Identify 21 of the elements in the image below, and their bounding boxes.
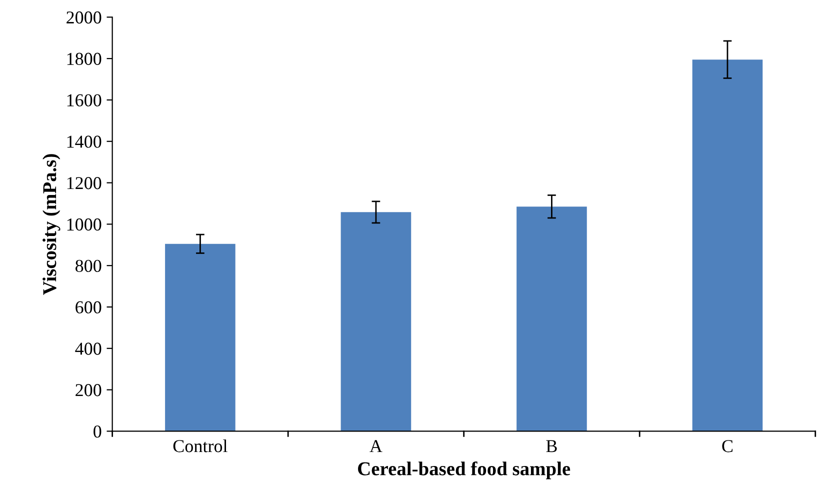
x-tick-label: Control bbox=[173, 440, 228, 452]
y-axis-title: Viscosity (mPa.s) bbox=[42, 154, 60, 295]
y-tick-label: 2000 bbox=[66, 11, 102, 24]
x-tick-label: A bbox=[370, 440, 382, 452]
y-tick-label: 200 bbox=[76, 384, 102, 396]
x-tick-label: C bbox=[722, 440, 733, 452]
y-tick-label: 1400 bbox=[67, 136, 102, 148]
y-tick-label: 1000 bbox=[67, 218, 102, 231]
x-axis-title: Cereal-based food sample bbox=[358, 461, 570, 480]
bar bbox=[165, 244, 236, 432]
y-tick-label: 1200 bbox=[67, 177, 102, 190]
y-tick-label: 1600 bbox=[67, 94, 102, 106]
bar bbox=[692, 60, 763, 432]
y-tick-label: 400 bbox=[75, 342, 102, 355]
y-tick-label: 0 bbox=[94, 425, 102, 438]
y-tick-label: 1800 bbox=[67, 52, 102, 65]
x-tick-label: B bbox=[546, 440, 557, 452]
bar bbox=[340, 212, 412, 432]
y-tick-label: 600 bbox=[76, 301, 102, 314]
y-tick-label: 800 bbox=[76, 260, 102, 272]
bar bbox=[516, 206, 587, 432]
